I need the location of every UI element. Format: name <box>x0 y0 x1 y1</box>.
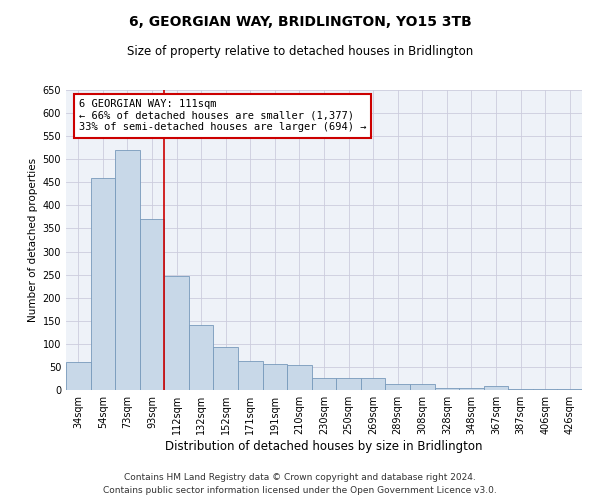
Bar <box>189 326 214 390</box>
Bar <box>287 364 312 390</box>
Bar <box>410 384 434 390</box>
Bar <box>312 378 336 390</box>
Text: 6, GEORGIAN WAY, BRIDLINGTON, YO15 3TB: 6, GEORGIAN WAY, BRIDLINGTON, YO15 3TB <box>128 15 472 29</box>
Bar <box>91 178 115 390</box>
Bar <box>214 347 238 390</box>
Bar <box>164 276 189 390</box>
Bar <box>263 364 287 390</box>
Y-axis label: Number of detached properties: Number of detached properties <box>28 158 38 322</box>
Bar <box>459 388 484 390</box>
Text: Size of property relative to detached houses in Bridlington: Size of property relative to detached ho… <box>127 45 473 58</box>
Text: 6 GEORGIAN WAY: 111sqm
← 66% of detached houses are smaller (1,377)
33% of semi-: 6 GEORGIAN WAY: 111sqm ← 66% of detached… <box>79 99 366 132</box>
Text: Contains HM Land Registry data © Crown copyright and database right 2024.
Contai: Contains HM Land Registry data © Crown c… <box>103 474 497 495</box>
Bar <box>66 362 91 390</box>
Bar <box>140 219 164 390</box>
Bar <box>385 384 410 390</box>
X-axis label: Distribution of detached houses by size in Bridlington: Distribution of detached houses by size … <box>165 440 483 453</box>
Bar <box>336 378 361 390</box>
Bar <box>115 150 140 390</box>
Bar <box>361 378 385 390</box>
Bar <box>533 388 557 390</box>
Bar <box>484 386 508 390</box>
Bar <box>238 362 263 390</box>
Bar <box>508 388 533 390</box>
Bar <box>557 388 582 390</box>
Bar <box>434 388 459 390</box>
